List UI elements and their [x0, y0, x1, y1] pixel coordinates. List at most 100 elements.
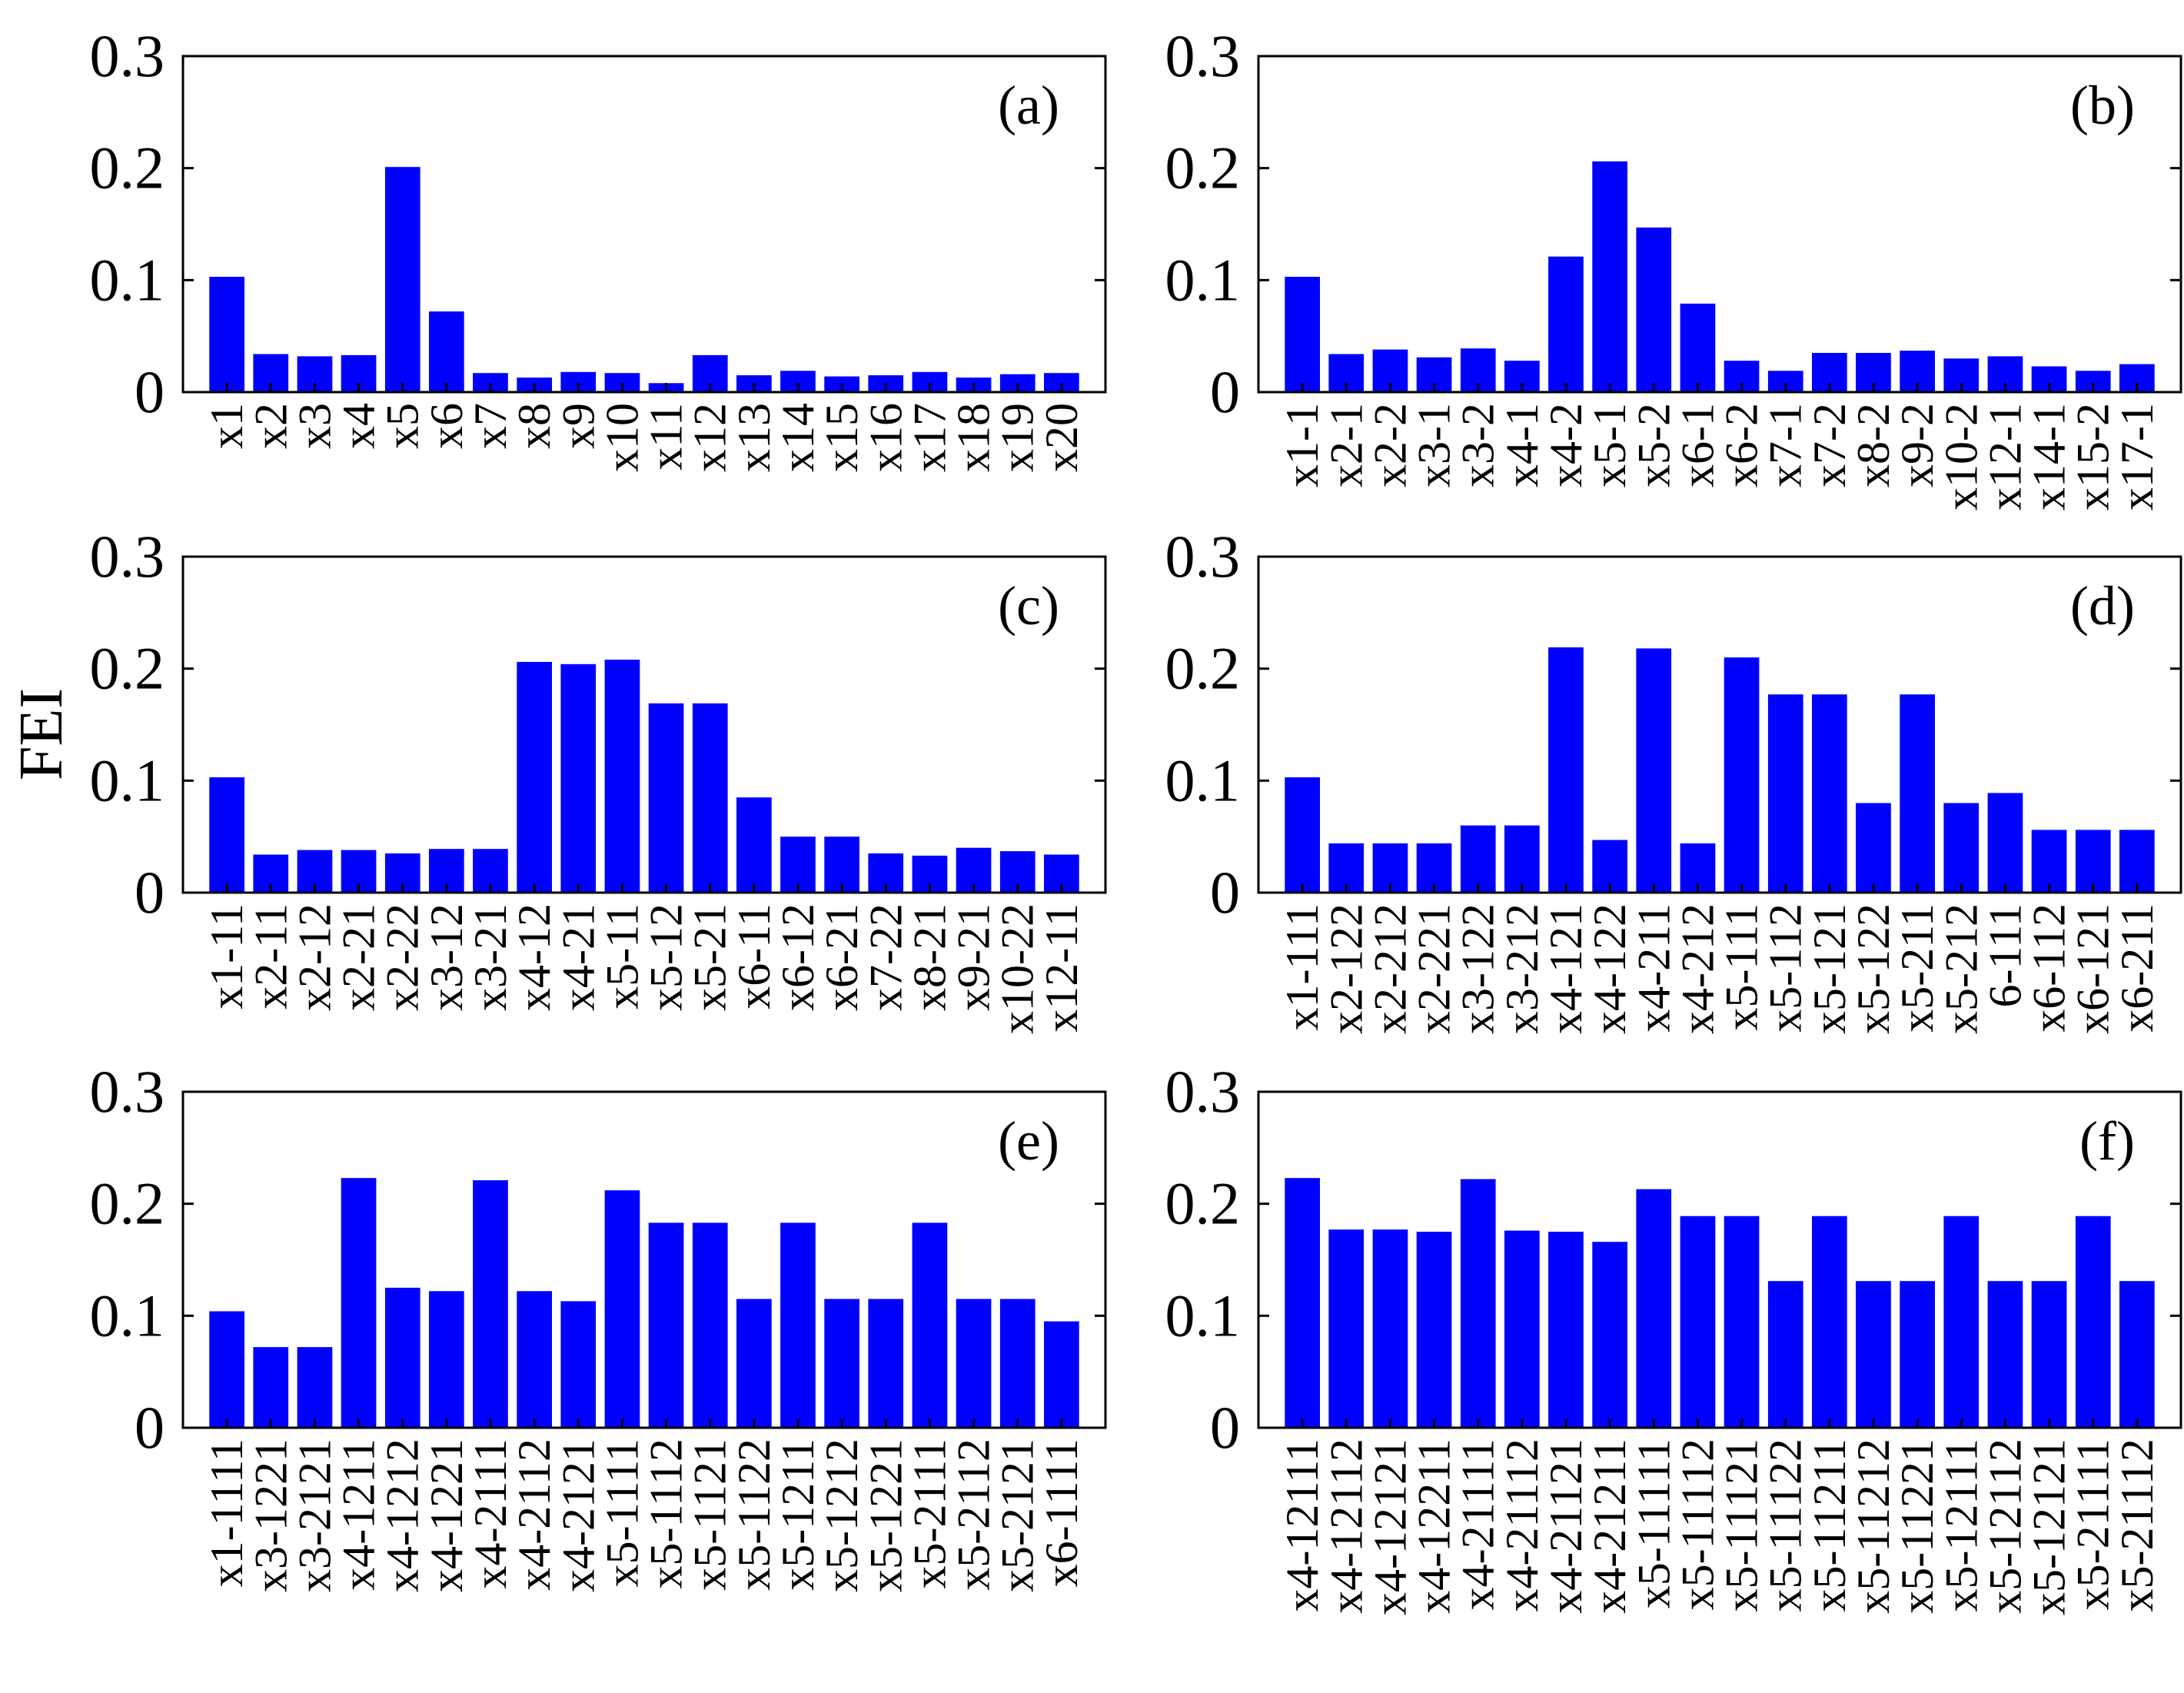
bar	[517, 661, 552, 893]
x-tick-label: x5-21	[685, 903, 736, 1011]
axes-frame	[181, 1090, 1107, 1429]
bar	[209, 1311, 244, 1428]
bar	[1724, 1216, 1760, 1428]
x-tick-label: x5-11122	[1760, 1439, 1811, 1612]
bar	[956, 1299, 992, 1428]
y-tick-label: 0.2	[90, 135, 165, 201]
y-tick-label: 0.3	[1165, 22, 1241, 89]
bar	[1680, 303, 1716, 392]
x-tick-label: x2-1	[1321, 403, 1371, 487]
x-tick-label: x18	[949, 403, 999, 472]
x-tick-label: x16	[860, 403, 911, 472]
x-tick-label: x4-2111	[465, 1439, 516, 1589]
bar	[736, 797, 772, 893]
x-tick-label: x4-12	[509, 903, 560, 1011]
x-tick-label: x5-21111	[2068, 1439, 2119, 1610]
x-tick-label: x2-212	[1365, 903, 1415, 1034]
x-tick-label: x7-22	[860, 903, 911, 1011]
x-tick-label: x4-12112	[1321, 1439, 1371, 1614]
x-tick-label: x4-21111	[1453, 1439, 1504, 1610]
bar	[1856, 803, 1891, 893]
panel-b: 00.10.20.3x1-1x2-1x2-2x3-1x3-2x4-1x4-2x5…	[1165, 22, 2182, 511]
x-tick-label: x5-2	[1628, 403, 1679, 487]
bar	[824, 837, 859, 893]
bar	[1044, 1321, 1079, 1428]
panel-label: (e)	[998, 1110, 1059, 1172]
x-tick-label: x2-21	[334, 903, 384, 1011]
x-tick-label: x4-212	[1672, 903, 1723, 1034]
panel-d: 0 0.1 0.2 0.3 x1-111x2-122x2-212x2-221x3-122…	[1165, 523, 2182, 1034]
bar	[1372, 1229, 1408, 1428]
bar	[1548, 647, 1584, 893]
x-tick-label: x5-11	[597, 903, 647, 1009]
x-tick-label: x5-11111	[1628, 1439, 1679, 1608]
x-tick-label: x3	[289, 403, 340, 449]
x-tick-label: x2	[245, 403, 296, 449]
x-tick-label: x6-121	[2068, 903, 2119, 1034]
x-tick-label: x5-1	[1584, 403, 1635, 487]
bar	[692, 1222, 728, 1428]
y-tick-label: 0	[1210, 1394, 1240, 1461]
bar	[1504, 825, 1540, 893]
panel-label: (b)	[2070, 75, 2135, 136]
axes-frame	[1257, 55, 2182, 394]
x-tick-label: x5-12111	[1936, 1439, 1986, 1612]
x-tick-label: x2-122	[1321, 903, 1371, 1034]
y-tick-label: 0.3	[90, 22, 165, 89]
bar	[1636, 227, 1672, 392]
y-tick-label: 0.1	[90, 747, 165, 813]
x-tick-label: x17	[904, 403, 955, 472]
bar	[253, 1347, 289, 1428]
bar	[1636, 648, 1672, 893]
x-tick-label: x1-1111	[201, 1439, 252, 1587]
bar	[1285, 277, 1320, 392]
bar	[648, 1222, 684, 1428]
x-tick-label: x4-2	[1541, 403, 1591, 487]
x-tick-label: x5-11112	[1672, 1439, 1723, 1610]
bar	[736, 1299, 772, 1428]
x-tick-label: x4	[334, 403, 384, 449]
x-tick-label: x3-122	[1453, 903, 1504, 1034]
bar	[517, 1291, 552, 1428]
bar	[780, 1222, 816, 1428]
bar	[2119, 830, 2155, 893]
bar	[384, 167, 421, 392]
bar	[1592, 1242, 1627, 1428]
x-tick-label: x5-112	[1760, 903, 1811, 1033]
x-tick-label: x12	[685, 403, 736, 472]
x-tick-label: x5-1122	[729, 1439, 780, 1591]
x-tick-label: x8-21	[904, 903, 955, 1011]
x-tick-label: x9-21	[949, 903, 999, 1011]
x-tick-label: x4-2121	[553, 1439, 603, 1592]
x-tick-label: x5-12112	[1980, 1439, 2030, 1614]
y-tick-label: 0.2	[90, 635, 165, 702]
bar	[1767, 694, 1803, 893]
y-tick-label: 0	[135, 1394, 165, 1461]
y-tick-label: 0.1	[90, 246, 165, 313]
x-tick-label: x5-1212	[816, 1439, 867, 1592]
x-tick-label: x9	[553, 403, 603, 449]
x-tick-label: x6-12	[773, 903, 823, 1011]
bar	[2075, 830, 2111, 893]
y-tick-label: 0.3	[1165, 523, 1241, 590]
x-tick-label: x5-121	[1804, 903, 1855, 1034]
panel-label: (f)	[2079, 1110, 2135, 1172]
x-tick-label: x5-1112	[641, 1439, 692, 1589]
bar	[868, 1299, 904, 1428]
axes-frame	[181, 55, 1107, 394]
bar	[2075, 1216, 2111, 1428]
panel-f: 0 0.1 0.2 0.3 x4-12111x4-12112x4-12121x4-122…	[1165, 1058, 2182, 1615]
x-tick-label: x4-2112	[509, 1439, 560, 1591]
x-tick-label: x5-1121	[685, 1439, 736, 1591]
bar	[1285, 1178, 1320, 1428]
x-tick-label: x5-12121	[2024, 1439, 2075, 1615]
bar	[1460, 825, 1496, 893]
bar	[1987, 1281, 2023, 1428]
x-tick-label: x7-2	[1804, 403, 1855, 487]
x-tick-label: x10	[597, 403, 647, 472]
bar	[560, 664, 597, 893]
x-tick-label: x5-11221	[1892, 1439, 1943, 1614]
x-tick-label: x4-211	[1628, 903, 1679, 1033]
x-tick-label: x5-211	[1892, 903, 1943, 1033]
